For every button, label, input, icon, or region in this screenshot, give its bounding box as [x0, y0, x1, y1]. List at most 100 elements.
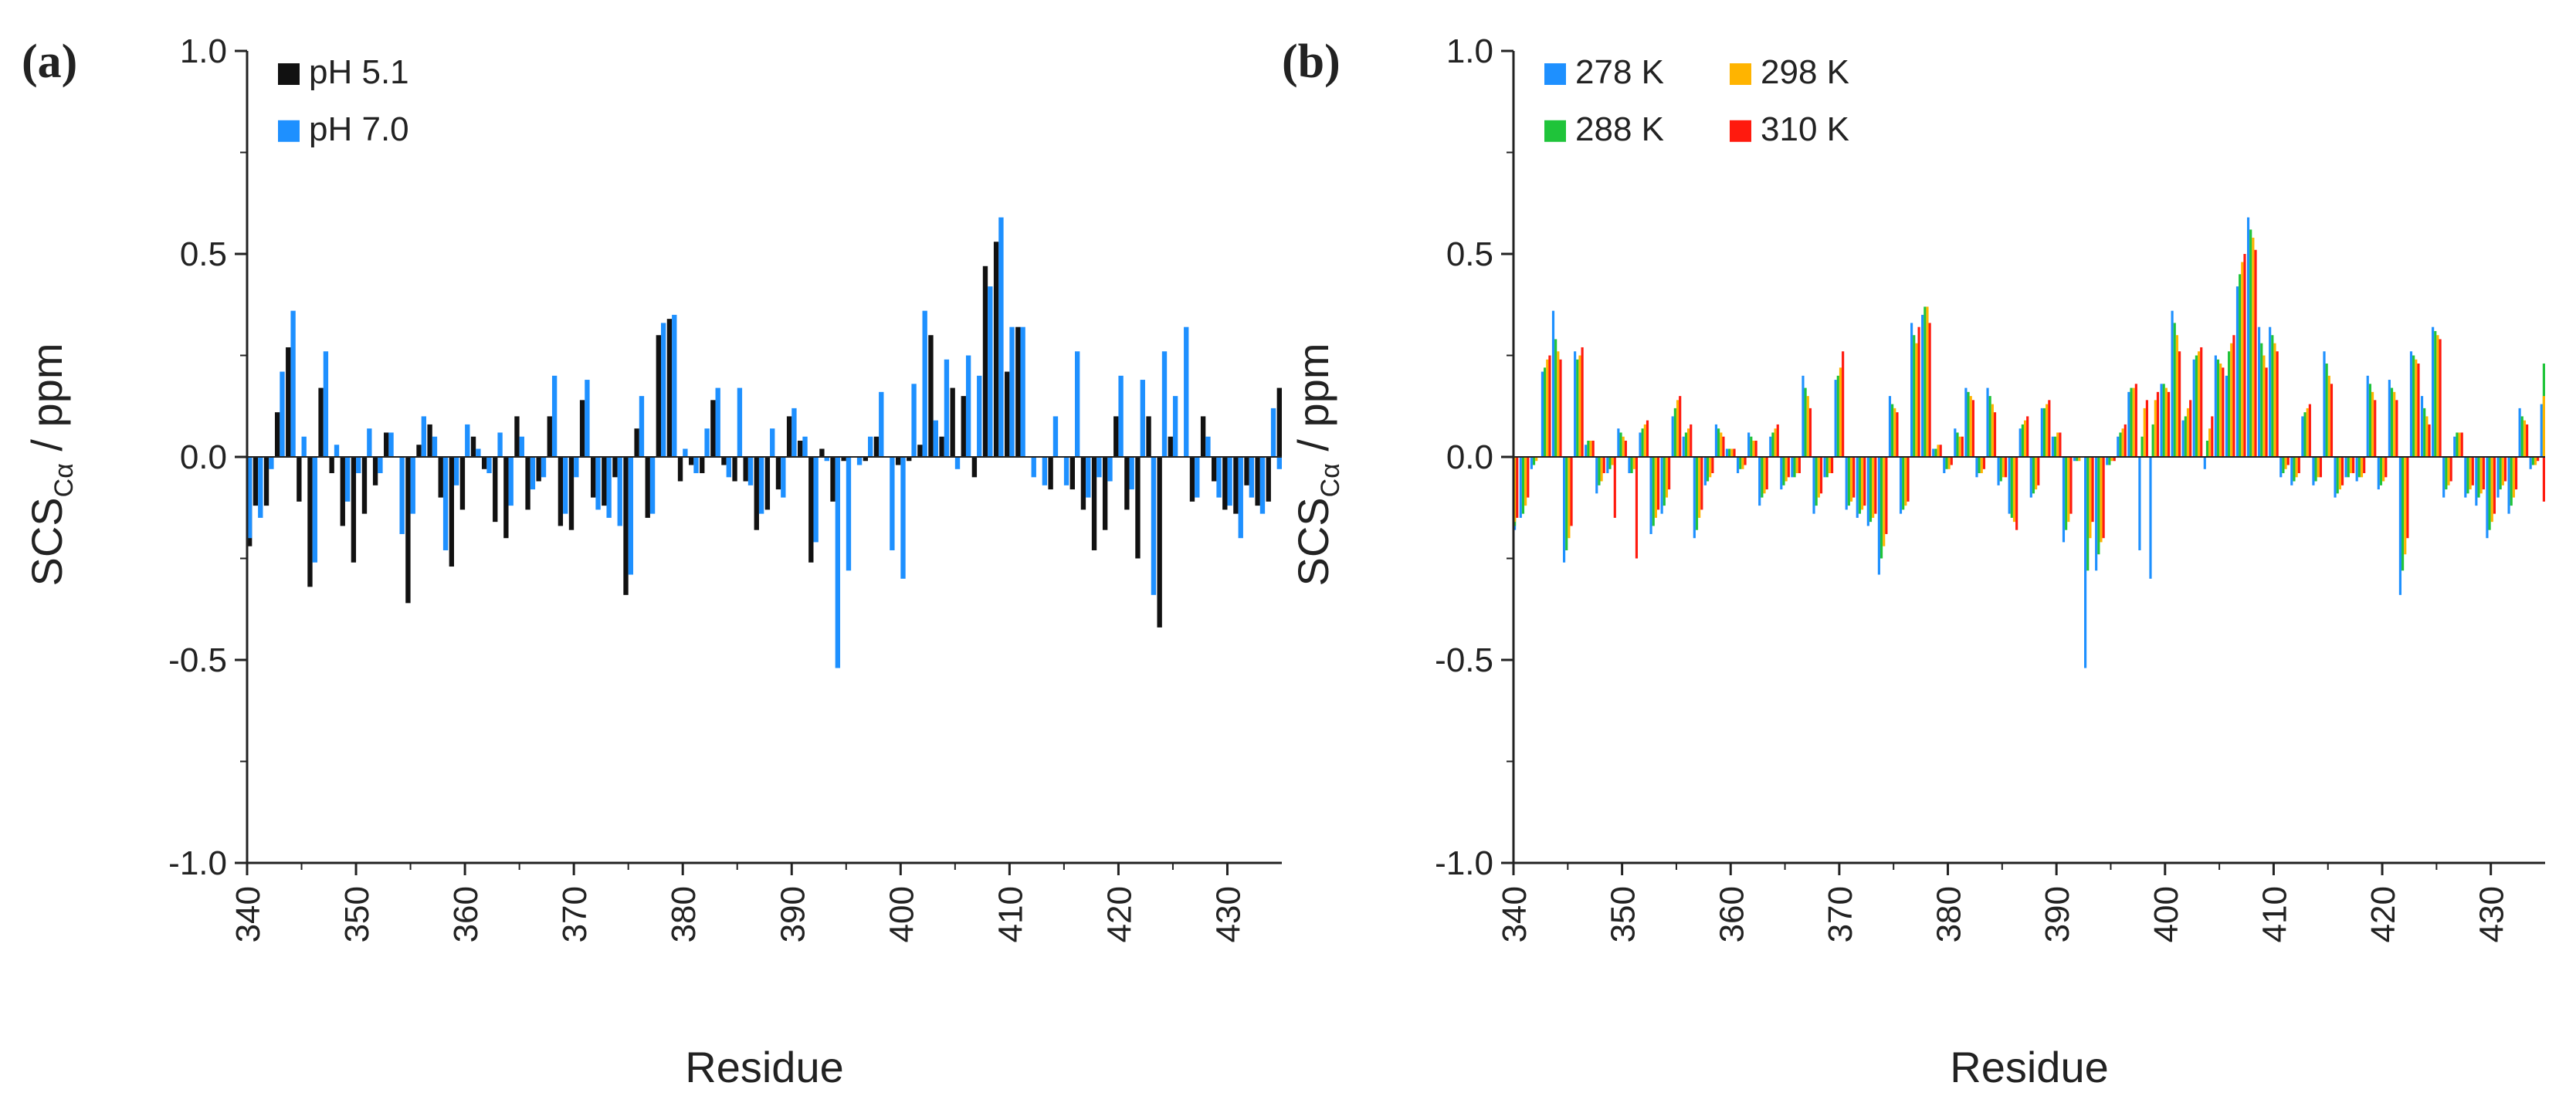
panel-b-bar-278-k-430 [2486, 457, 2489, 539]
panel-b-bar-310-k-346 [1581, 347, 1584, 457]
panel-b-bar-310-k-362 [1754, 440, 1757, 457]
panel-b-bar-310-k-366 [1798, 457, 1801, 474]
panel-b-bar-310-k-390 [2059, 432, 2062, 457]
panel-b-bar-310-k-398 [2145, 400, 2148, 457]
panel-b-bar-278-k-401 [2171, 310, 2174, 457]
panel-a-legend-label-ph-5-1: pH 5.1 [309, 53, 409, 91]
panel-b-bar-278-k-346 [1574, 351, 1577, 457]
panel-a-bar-ph-5-1-377 [645, 457, 650, 518]
panel-b-bar-310-k-349 [1613, 457, 1616, 518]
panel-b-bar-298-k-411 [2284, 457, 2287, 469]
panel-b-bar-310-k-372 [1863, 457, 1866, 506]
panel-b-bar-298-k-392 [2078, 457, 2081, 462]
panel-b-bar-288-k-415 [2325, 364, 2328, 457]
panel-b-bar-288-k-421 [2390, 387, 2394, 457]
panel-a-xtick-label: 340 [229, 886, 267, 942]
panel-b-bar-288-k-360 [1728, 448, 1731, 457]
panel-b-bar-310-k-405 [2222, 367, 2225, 457]
panel-a-bar-ph-7-0-343 [280, 371, 285, 457]
panel-b-bar-298-k-365 [1785, 457, 1788, 482]
panel-a-bar-ph-7-0-416 [1075, 351, 1080, 457]
panel-b-bar-288-k-406 [2228, 351, 2231, 457]
panel-b-bar-310-k-354 [1668, 457, 1671, 490]
panel-b-bar-278-k-418 [2355, 457, 2358, 482]
panel-b-bar-298-k-357 [1698, 457, 1701, 518]
panel-b-bar-298-k-423 [2415, 359, 2418, 457]
panel-b-bar-310-k-403 [2200, 347, 2203, 457]
panel-b-bar-288-k-418 [2357, 457, 2361, 478]
panel-a-bar-ph-7-0-409 [998, 217, 1004, 457]
panel-b-bar-278-k-389 [2040, 408, 2043, 457]
panel-b-bar-288-k-431 [2499, 457, 2502, 490]
panel-b-bar-310-k-408 [2254, 249, 2257, 457]
panel-b-bar-288-k-392 [2076, 457, 2079, 462]
panel-a-bar-ph-7-0-415 [1063, 457, 1069, 485]
panel-b-bar-298-k-340 [1513, 457, 1517, 523]
panel-a-bar-ph-7-0-355 [410, 457, 415, 514]
panel-b-bar-278-k-422 [2398, 457, 2402, 595]
panel-b-bar-278-k-427 [2453, 436, 2456, 457]
panel-b-bar-288-k-344 [1554, 339, 1557, 457]
panel-b-bar-310-k-351 [1635, 457, 1639, 559]
panel-b-bar-310-k-348 [1602, 457, 1605, 474]
panel-b-bar-310-k-340 [1516, 457, 1519, 518]
panel-b-bar-278-k-341 [1519, 457, 1522, 518]
panel-a-bar-ph-5-1-408 [982, 266, 988, 457]
panel-a-bar-ph-7-0-392 [813, 457, 819, 543]
panel-a-bar-ph-7-0-350 [356, 457, 361, 474]
panel-b-ytick-label: 0.0 [1446, 438, 1493, 476]
panel-b-bar-310-k-345 [1570, 457, 1573, 526]
panel-a-bar-ph-5-1-431 [1233, 457, 1239, 514]
panel-b-bar-298-k-391 [2067, 457, 2070, 523]
panel-a-bar-ph-7-0-421 [1129, 457, 1134, 490]
panel-b-bar-288-k-395 [2108, 457, 2111, 465]
panel-a-bar-ph-7-0-412 [1031, 457, 1036, 478]
panel-b-bar-278-k-403 [2192, 359, 2195, 457]
panel-b-bar-298-k-379 [1937, 445, 1940, 457]
panel-b-bar-278-k-376 [1899, 457, 1903, 514]
panel-b-bar-310-k-418 [2363, 457, 2366, 474]
panel-b-bar-288-k-353 [1652, 457, 1655, 526]
panel-a-bar-ph-5-1-428 [1200, 416, 1206, 457]
panel-b-bar-310-k-360 [1733, 448, 1736, 457]
panel-b-bar-288-k-417 [2347, 457, 2350, 478]
panel-b-bar-288-k-394 [2097, 457, 2100, 555]
panel-b-bar-298-k-373 [1872, 457, 1875, 518]
panel-b-bar-288-k-350 [1619, 432, 1622, 457]
panel-b-bar-288-k-420 [2379, 457, 2383, 485]
panel-b-bar-298-k-413 [2306, 408, 2309, 457]
panel-b-bar-278-k-388 [2029, 457, 2032, 498]
panel-b-bar-298-k-378 [1926, 306, 1929, 457]
panel-b-bar-278-k-386 [2008, 457, 2011, 514]
panel-a-ytick-label: -1.0 [168, 844, 227, 882]
panel-b-bar-288-k-404 [2205, 440, 2209, 457]
panel-a-bar-ph-7-0-353 [388, 432, 394, 457]
panel-a-bar-ph-5-1-350 [351, 457, 357, 563]
panel-b-bar-278-k-381 [1954, 428, 1957, 457]
panel-b-bar-310-k-433 [2526, 424, 2529, 457]
panel-a-ytick-label: 1.0 [180, 32, 227, 70]
panel-b-bar-310-k-380 [1950, 457, 1953, 465]
panel-b-bar-278-k-375 [1888, 396, 1892, 457]
panel-b-bar-278-k-347 [1585, 445, 1588, 457]
panel-b-bar-310-k-367 [1808, 408, 1812, 457]
panel-b-bar-288-k-416 [2336, 457, 2339, 494]
panel-b-bar-278-k-431 [2496, 457, 2500, 498]
panel-a-bar-ph-7-0-354 [399, 457, 405, 534]
panel-a-bar-ph-7-0-380 [683, 448, 688, 457]
panel-b-bar-310-k-394 [2102, 457, 2105, 539]
panel-b-bar-278-k-368 [1812, 457, 1815, 514]
panel-b-bar-310-k-411 [2286, 457, 2290, 465]
panel-a-bar-ph-5-1-347 [318, 387, 324, 457]
panel-b-bar-288-k-385 [1999, 457, 2002, 482]
panel-b-bar-278-k-387 [2018, 428, 2022, 457]
panel-b-bar-298-k-432 [2512, 457, 2515, 498]
panel-a-bar-ph-5-1-398 [873, 436, 880, 457]
panel-a-bar-ph-7-0-345 [301, 436, 307, 457]
panel-b-bar-288-k-347 [1587, 440, 1590, 457]
panel-b-bar-288-k-400 [2162, 384, 2165, 457]
panel-b-bar-310-k-400 [2167, 391, 2171, 457]
panel-b-bar-310-k-374 [1885, 457, 1888, 534]
panel-a-bar-ph-5-1-381 [688, 457, 694, 465]
panel-b-xtick-label: 360 [1713, 886, 1751, 942]
